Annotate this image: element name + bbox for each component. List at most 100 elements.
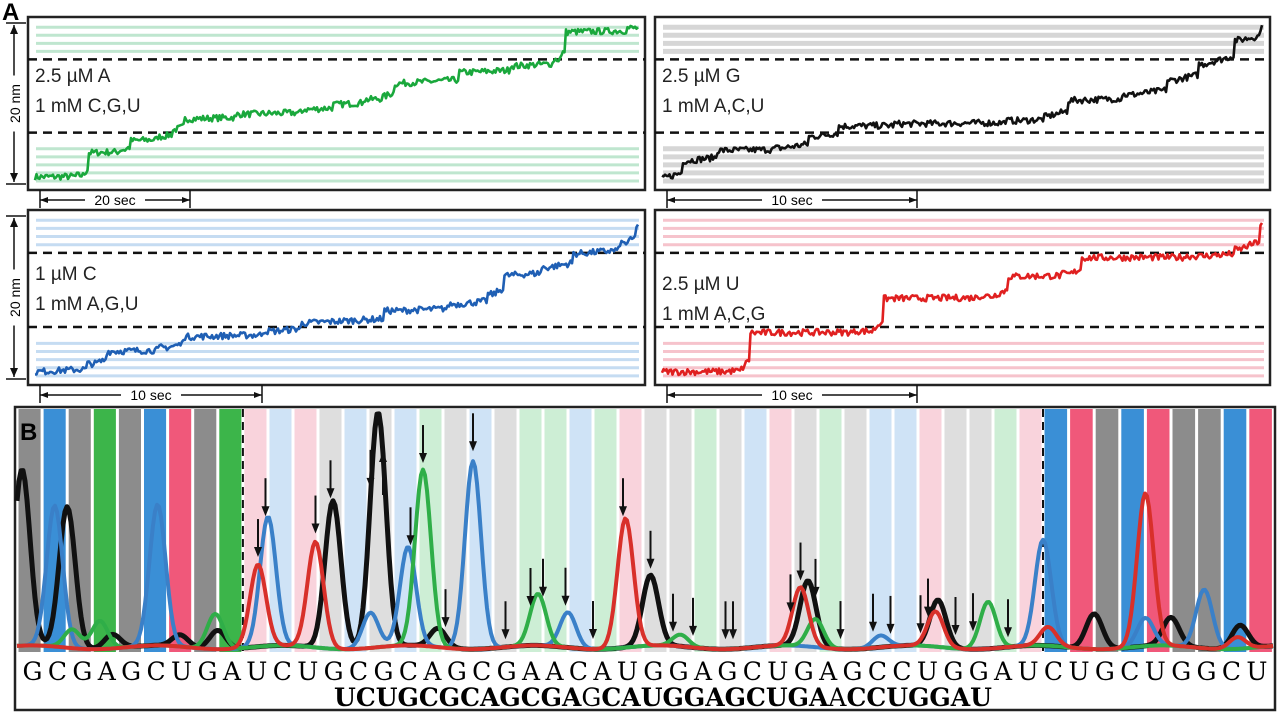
- subplot-2: 2.5 µM G 1 mM A,C,U 10 sec: [653, 15, 1272, 208]
- arrow-down-icon-head: [311, 523, 320, 534]
- condition-label: 2.5 µM U: [662, 274, 739, 295]
- read-sequence-segment: G: [581, 683, 601, 712]
- base-column-U: [169, 409, 192, 652]
- arrow-down-icon-head: [561, 595, 570, 606]
- arrow-down-icon-head: [254, 547, 262, 558]
- panel-a: 2.5 µM A 1 mM C,G,U 20 sec 20 nm 2.5 µM G 1 m…: [4, 15, 1272, 403]
- condition-label: 2.5 µM G: [662, 66, 741, 87]
- arrow-down-icon-head: [721, 629, 730, 640]
- trace-line: [33, 24, 639, 181]
- arrow-down-icon-head: [406, 535, 415, 546]
- trace-line: [661, 24, 1264, 180]
- arrow-down-icon-head: [646, 558, 655, 569]
- base-column-C: [569, 409, 592, 652]
- condition-label: 1 mM A,C,U: [662, 96, 764, 117]
- scale-label-bg: [762, 192, 822, 208]
- base-column-A: [93, 409, 116, 652]
- scale-label-bg: [121, 387, 181, 403]
- base-column-U: [1146, 409, 1170, 652]
- base-column-A: [694, 409, 717, 652]
- base-column-U: [1249, 409, 1272, 652]
- base-column-G: [944, 409, 967, 652]
- base-column-A: [544, 409, 567, 652]
- arrow-down-icon-head: [441, 617, 450, 628]
- condition-label: 1 µM C: [35, 264, 97, 285]
- arrow-down-icon-head: [729, 629, 737, 640]
- read-sequence-segment: CCUGGAU: [846, 683, 992, 712]
- arrow-down-icon-head: [619, 506, 627, 517]
- condition-label: 1 mM A,C,G: [662, 304, 765, 325]
- read-sequence-segment: CAUGGAGCUGA: [601, 683, 829, 712]
- time-scale-label: 10 sec: [771, 387, 812, 403]
- arrow-down-icon-head: [836, 629, 845, 640]
- read-sequence-segment: A: [827, 683, 847, 712]
- y-scale-label-bg: [4, 75, 24, 132]
- time-scale-label: 20 sec: [94, 192, 135, 208]
- arrow-down-icon-head: [869, 621, 877, 632]
- base-column-A: [819, 409, 842, 652]
- arrow-down-icon-head: [916, 623, 925, 634]
- scale-label-bg: [85, 192, 145, 208]
- base-column-U: [1019, 409, 1042, 652]
- base-column-G: [969, 409, 992, 652]
- panel-label-a: A: [2, 0, 19, 26]
- chromatogram-trace-U: [16, 491, 1274, 652]
- subplot-frame: [653, 15, 1272, 192]
- arrow-down-icon-head: [501, 629, 510, 640]
- arrow-down-icon-head: [539, 586, 547, 597]
- base-column-G: [644, 409, 667, 652]
- base-column-A: [994, 409, 1017, 652]
- base-column-C: [1044, 409, 1068, 652]
- arrow-down-icon-head: [419, 453, 427, 464]
- base-column-G: [118, 409, 141, 652]
- arrow-down-icon-head: [261, 506, 270, 517]
- time-scale-label: 10 sec: [771, 192, 812, 208]
- panel-b-frame: [13, 405, 1277, 712]
- arrow-down-icon-head: [811, 586, 820, 597]
- arrow-down-icon-head: [969, 621, 977, 632]
- base-column-U: [769, 409, 792, 652]
- arrow-down-icon-head: [924, 606, 932, 617]
- time-scale-label: 10 sec: [130, 387, 171, 403]
- chromatogram-trace-A: [16, 467, 1274, 652]
- time-scale-bar: 10 sec: [666, 190, 918, 208]
- base-column-C: [869, 409, 892, 652]
- arrow-down-icon-head: [689, 625, 697, 636]
- condition-label: 1 mM C,G,U: [35, 96, 141, 117]
- base-column-C: [894, 409, 917, 652]
- base-column-U: [1070, 409, 1093, 652]
- time-scale-bar: 10 sec: [39, 385, 263, 403]
- arrow-down-icon-head: [469, 441, 477, 452]
- base-column-C: [744, 409, 767, 652]
- base-column-U: [919, 409, 942, 652]
- subplot-1: 2.5 µM A 1 mM C,G,U 20 sec 20 nm: [4, 15, 647, 208]
- scale-label-bg: [762, 387, 822, 403]
- base-column-G: [494, 409, 517, 652]
- base-column-C: [344, 409, 367, 652]
- base-column-G: [844, 409, 867, 652]
- arrow-down-icon-head: [951, 625, 960, 636]
- arrow-up-icon-head: [379, 452, 387, 462]
- base-column-C: [1223, 409, 1247, 652]
- arrow-down-icon-head: [526, 595, 535, 606]
- arrow-down-icon-head: [786, 602, 795, 613]
- arrow-down-icon-head: [669, 621, 677, 632]
- subplot-3: 1 µM C 1 mM A,G,U 10 sec 20 nm: [4, 208, 647, 403]
- time-scale-bar: 20 sec: [39, 190, 191, 208]
- subplot-frame: [26, 208, 647, 387]
- base-column-G: [68, 409, 91, 652]
- arrow-down-icon-head: [796, 570, 805, 581]
- base-column-C: [144, 409, 167, 652]
- y-scale-label: 20 nm: [7, 278, 23, 317]
- panel-label-b: B: [20, 419, 37, 446]
- base-column-G: [669, 409, 692, 652]
- read-sequence-segment: UCUGCGCAGCGA: [334, 683, 582, 712]
- subplot-4: 2.5 µM U 1 mM A,C,G 10 sec: [653, 208, 1272, 403]
- base-column-G: [194, 409, 217, 652]
- trace-line: [34, 223, 640, 376]
- base-column-C: [43, 409, 66, 652]
- arrow-down-icon-head: [589, 629, 597, 640]
- condition-label: 2.5 µM A: [35, 66, 111, 87]
- read-sequence: UCUGCGCAGCGAGCAUGGAGCUGAACCUGGAU: [334, 683, 992, 712]
